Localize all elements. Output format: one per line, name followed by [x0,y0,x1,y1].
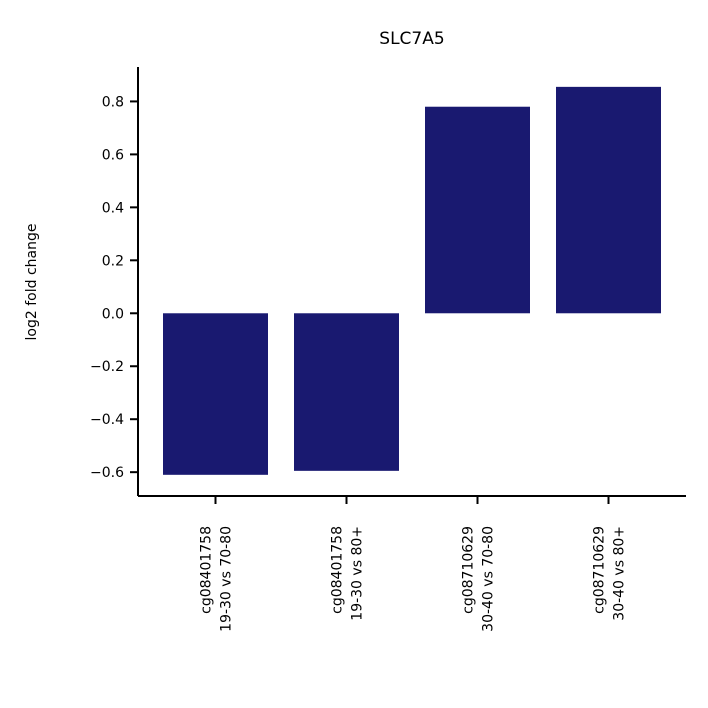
x-tick-label: cg08401758 19-30 vs 80+ [330,526,366,621]
bars-group [163,86,661,475]
x-axis: cg08401758 19-30 vs 70-80 cg08401758 19-30 … [138,495,686,632]
bar [556,86,661,314]
bar [425,106,530,314]
y-tick-label: 0.2 [102,253,124,269]
x-tick-label: cg08710629 30-40 vs 80+ [592,526,628,621]
y-axis: 0.8 0.6 0.4 0.2 0.0 −0.2 −0.4 −0.6 [90,67,139,496]
y-tick-label: 0.4 [102,200,124,216]
x-tick-label: cg08710629 30-40 vs 70-80 [461,526,497,632]
y-axis-label: log2 fold change [24,224,40,341]
chart-title: SLC7A5 [379,29,444,49]
bar [294,313,399,471]
x-tick-label: cg08401758 19-30 vs 70-80 [199,526,235,632]
bar [163,313,268,475]
y-tick-label: 0.8 [102,94,124,110]
y-tick-label: 0.6 [102,147,124,163]
y-tick-label: −0.4 [90,412,124,428]
y-tick-label: 0.0 [102,306,124,322]
y-tick-label: −0.6 [90,465,124,481]
y-tick-label: −0.2 [90,359,124,375]
